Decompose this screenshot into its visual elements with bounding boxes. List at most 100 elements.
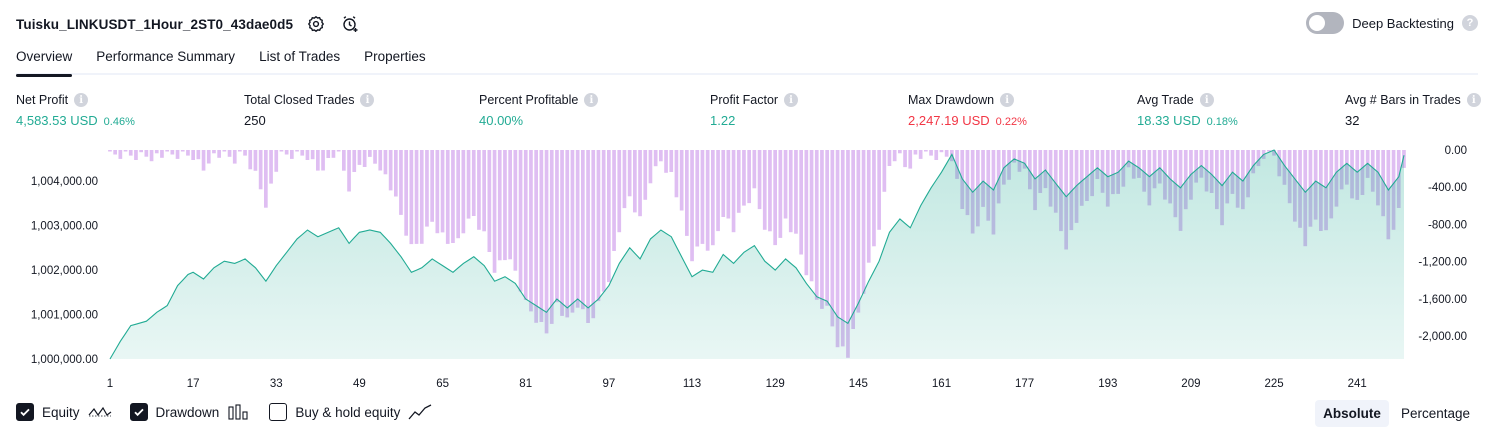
percentage-button[interactable]: Percentage	[1400, 406, 1470, 421]
drawdown-bar	[243, 150, 247, 156]
drawdown-bar	[607, 150, 611, 283]
drawdown-bar	[373, 150, 377, 164]
equity-drawdown-chart[interactable]: 1,004,000.00 1,003,000.00 1,002,000.00 1,00…	[0, 140, 1494, 395]
drawdown-bar	[534, 150, 538, 323]
legend-drawdown[interactable]: Drawdown	[129, 403, 252, 421]
tab-list-of-trades[interactable]: List of Trades	[259, 49, 341, 64]
info-icon[interactable]: i	[1000, 93, 1015, 107]
drawdown-bar	[1100, 150, 1105, 193]
drawdown-bar	[601, 150, 606, 292]
drawdown-bar	[934, 150, 939, 160]
drawdown-checkbox[interactable]	[129, 403, 148, 421]
deep-backtesting-toggle[interactable]	[1306, 12, 1345, 34]
drawdown-bar	[814, 150, 819, 300]
stat-label: Avg # Bars in Trades	[1345, 93, 1461, 107]
drawdown-bar	[711, 150, 715, 246]
drawdown-bar	[560, 150, 564, 316]
settings-icon[interactable]	[305, 13, 327, 35]
drawdown-bar	[1085, 150, 1089, 201]
drawdown-bar	[128, 150, 133, 156]
drawdown-bar	[768, 150, 772, 232]
drawdown-bar	[290, 150, 294, 159]
drawdown-bar	[108, 150, 112, 152]
drawdown-bar	[274, 150, 279, 172]
drawdown-bar	[466, 150, 471, 219]
drawdown-bar	[783, 150, 788, 219]
drawdown-bar	[591, 150, 596, 319]
drawdown-bar	[321, 150, 325, 171]
legend-equity[interactable]: Equity	[16, 403, 112, 421]
x-axis-tick-label: 209	[1181, 378, 1200, 390]
absolute-button[interactable]: Absolute	[1315, 400, 1389, 427]
drawdown-bar	[617, 150, 622, 233]
deep-backtesting-label: Deep Backtesting	[1352, 15, 1454, 31]
x-axis-tick-label: 65	[436, 378, 449, 390]
equity-checkbox[interactable]	[16, 403, 34, 421]
tab-performance-summary[interactable]: Performance Summary	[96, 49, 236, 64]
drawdown-bar	[191, 150, 195, 160]
x-axis-tick-label: 17	[187, 378, 200, 390]
drawdown-bar	[877, 150, 881, 230]
drawdown-bar	[357, 150, 362, 165]
drawdown-bar	[1194, 150, 1198, 183]
drawdown-bar	[253, 150, 258, 171]
stat-percent-profitable: Percent Profitable i 40.00%	[479, 93, 599, 128]
drawdown-bar	[575, 150, 580, 308]
drawdown-bar	[653, 150, 658, 167]
x-axis-tick-label: 97	[603, 378, 616, 390]
right-axis-tick-label: -1,600.00	[1418, 294, 1467, 306]
drawdown-bar	[503, 150, 507, 261]
drawdown-bar	[778, 150, 783, 238]
drawdown-bar	[716, 150, 720, 232]
info-icon[interactable]: i	[1199, 93, 1214, 107]
right-axis-tick-label: -400.00	[1428, 182, 1467, 194]
drawdown-bar	[461, 150, 466, 234]
drawdown-bar	[747, 150, 751, 204]
view-mode-switch: Absolute Percentage	[1315, 400, 1478, 427]
x-axis-tick-label: 113	[683, 378, 701, 390]
drawdown-bar	[851, 150, 855, 329]
drawdown-bar	[898, 150, 902, 154]
drawdown-bar	[872, 150, 876, 247]
drawdown-bar	[996, 150, 1001, 204]
drawdown-bar	[362, 150, 367, 167]
equity-line	[109, 149, 1405, 360]
stat-percent: 0.46%	[103, 116, 135, 128]
stat-net-profit: Net Profit i 4,583.53 USD 0.46%	[16, 93, 135, 128]
info-icon[interactable]: i	[784, 93, 799, 107]
stat-label: Profit Factor	[710, 93, 779, 107]
drawdown-bar	[430, 150, 434, 222]
tab-overview[interactable]: Overview	[16, 44, 73, 77]
legend-label: Equity	[42, 404, 80, 420]
drawdown-bar	[518, 150, 523, 292]
drawdown-bar	[1142, 150, 1146, 192]
drawdown-bar	[627, 150, 632, 197]
drawdown-bar	[331, 150, 336, 158]
info-icon[interactable]: i	[584, 93, 599, 107]
drawdown-bar	[1241, 150, 1245, 210]
legend-buy-hold[interactable]: Buy & hold equity	[269, 403, 432, 421]
drawdown-bar	[1183, 150, 1188, 210]
drawdown-bar	[201, 150, 206, 171]
info-icon[interactable]: i	[360, 93, 375, 107]
drawdown-bar	[497, 150, 502, 261]
drawdown-bar	[825, 150, 829, 306]
drawdown-bar	[414, 150, 419, 244]
help-icon[interactable]: ?	[1462, 15, 1478, 31]
drawdown-bar	[581, 150, 585, 310]
drawdown-bar	[736, 150, 741, 213]
drawdown-bar	[336, 150, 341, 152]
info-icon[interactable]: i	[74, 93, 89, 107]
add-alert-icon[interactable]	[339, 13, 361, 35]
drawdown-bar	[742, 150, 746, 206]
drawdown-bar	[690, 150, 694, 262]
equity-series	[109, 149, 1405, 360]
drawdown-bar	[622, 150, 627, 209]
drawdown-bar	[1209, 150, 1214, 193]
stat-value: 1.22	[710, 113, 736, 128]
buy-hold-checkbox[interactable]	[269, 403, 288, 421]
drawdown-bar	[1028, 150, 1032, 190]
drawdown-bar	[149, 150, 154, 162]
tab-properties[interactable]: Properties	[364, 49, 426, 64]
info-icon[interactable]: i	[1466, 93, 1481, 107]
